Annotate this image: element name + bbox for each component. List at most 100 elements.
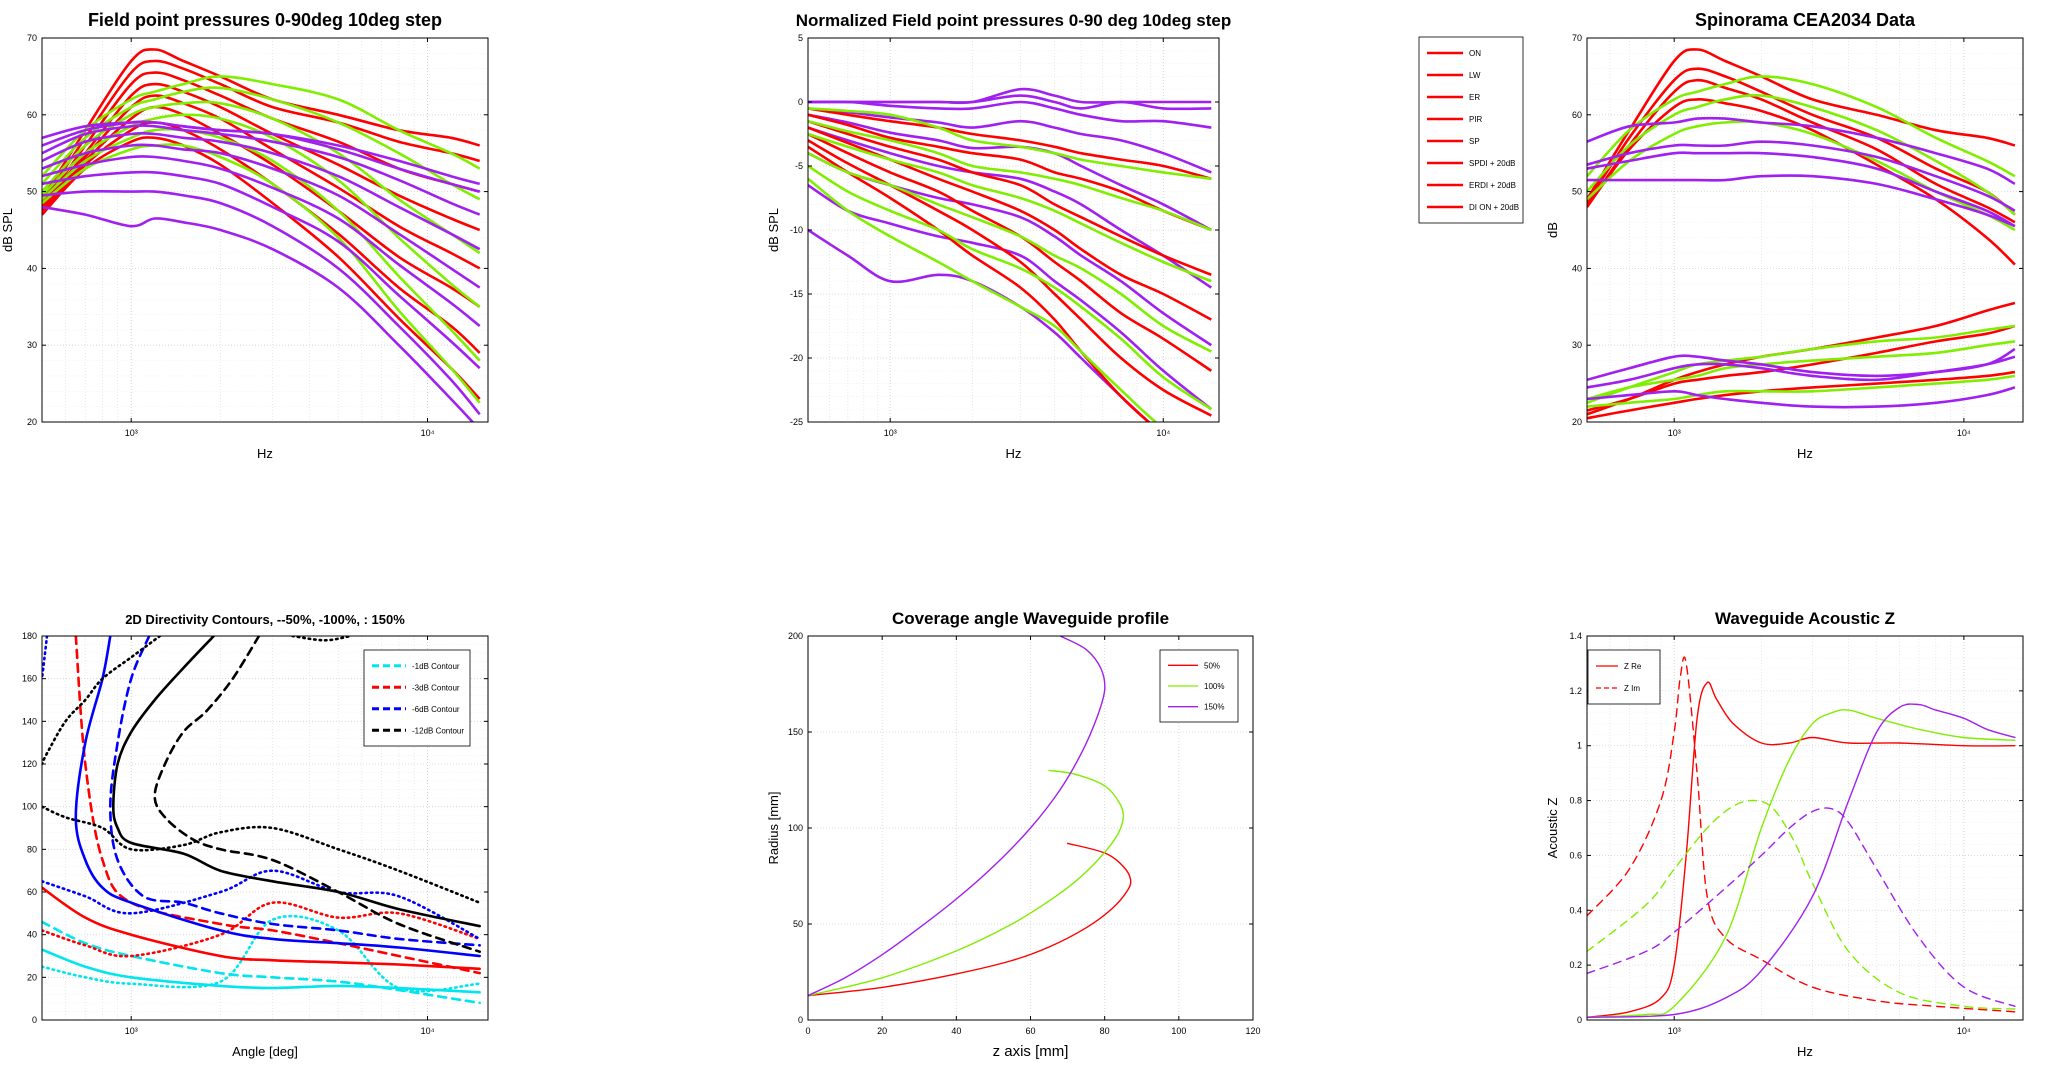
- series-line-21: [808, 164, 1213, 411]
- series-line-21: [42, 170, 481, 370]
- axes-frame: [1586, 37, 2024, 423]
- series-line-11: [808, 113, 1212, 232]
- x-tick-label: 100: [1171, 1026, 1186, 1036]
- series-line-8: [1587, 116, 2016, 186]
- x-tick-label: 10⁴: [421, 428, 435, 438]
- y-tick-label: 1.2: [1569, 686, 1582, 696]
- curve-1: [1587, 681, 2016, 1018]
- chart-title: Coverage angle Waveguide profile: [892, 609, 1169, 628]
- chart-title: Normalized Field point pressures 0-90 de…: [796, 11, 1232, 30]
- y-tick-label: 40: [27, 930, 37, 940]
- series-line-22: [42, 190, 481, 416]
- legend-label: -6dB Contour: [412, 705, 460, 714]
- legend: -1dB Contour -3dB Contour -6dB Contour -12d…: [363, 649, 471, 747]
- y-tick-label: 150: [788, 727, 803, 737]
- y-tick-label: 1.4: [1569, 631, 1582, 641]
- chart-6: 0 0.2 0.4 0.6 0.8 1 1.2 1.4 10³ 10⁴ Waveguide Acou…: [1545, 609, 2024, 1059]
- y-tick-label: 50: [793, 919, 803, 929]
- x-tick-label: 10³: [125, 428, 138, 438]
- y-tick-label: 20: [27, 972, 37, 982]
- legend-label: ON: [1469, 49, 1481, 58]
- series-group: [808, 636, 1132, 997]
- y-tick-label: 30: [27, 340, 37, 350]
- y-tick-label: 120: [22, 759, 37, 769]
- series-line-17: [1587, 374, 2016, 408]
- series-line-19: [808, 132, 1212, 283]
- y-tick-label: 100: [22, 802, 37, 812]
- legend-label: DI ON + 20dB: [1469, 203, 1519, 212]
- y-tick-label: 1: [1577, 741, 1582, 751]
- series-line-22: [808, 177, 1158, 422]
- y-tick-label: -20: [790, 353, 803, 363]
- y-axis-label: dB: [1545, 222, 1560, 238]
- series-line-2: [1587, 67, 2016, 216]
- y-tick-label: 5: [798, 33, 803, 43]
- y-tick-label: 0.8: [1569, 796, 1582, 806]
- series-group: [1587, 656, 2016, 1018]
- y-tick-label: 40: [27, 263, 37, 273]
- curve-15: [291, 636, 352, 642]
- y-tick-label: 180: [22, 631, 37, 641]
- x-tick-label: 80: [1100, 1026, 1110, 1036]
- y-tick-label: 50: [1572, 187, 1582, 197]
- chart-3: 20 30 40 50 60 70 10³ 10⁴ Spinorama CEA2034 Data…: [1418, 10, 2024, 461]
- y-tick-label: 0: [798, 97, 803, 107]
- chart-1: 20 30 40 50 60 70 10³ 10⁴ Field point pressures …: [0, 10, 489, 461]
- curve-1: [808, 842, 1132, 997]
- series-line-7: [42, 121, 481, 354]
- curve-2: [1587, 656, 2016, 1013]
- curve-6: [42, 901, 481, 958]
- legend-box: [1587, 649, 1661, 705]
- chart-4: 0 20 40 60 80 100 120 140 160 180 10³ 10⁴ 2D Directi…: [22, 612, 489, 1059]
- curve-2: [808, 769, 1125, 997]
- curve-13: [42, 636, 162, 766]
- series-line-6: [808, 126, 1213, 289]
- chart-2: -25 -20 -15 -10 -5 0 5 10³ 10⁴ Normalized Field p…: [766, 11, 1232, 461]
- x-tick-label: 60: [1025, 1026, 1035, 1036]
- x-tick-label: 40: [951, 1026, 961, 1036]
- series-line-10: [42, 86, 481, 201]
- x-tick-label: 10⁴: [1957, 428, 1971, 438]
- chart-title: Spinorama CEA2034 Data: [1695, 10, 1916, 30]
- curve-2: [42, 920, 481, 1005]
- y-axis-label: dB SPL: [0, 208, 15, 252]
- series-line-16: [808, 145, 1151, 422]
- series-line-19: [42, 143, 481, 289]
- curve-1: [42, 948, 481, 994]
- x-tick-label: 10³: [1668, 428, 1681, 438]
- y-tick-label: 20: [1572, 417, 1582, 427]
- legend-label: PIR: [1469, 115, 1483, 124]
- x-tick-label: 10⁴: [1156, 428, 1170, 438]
- y-tick-label: 70: [1572, 33, 1582, 43]
- series-line-4: [808, 107, 1212, 174]
- curve-6: [1587, 807, 2016, 1007]
- y-tick-label: 50: [27, 187, 37, 197]
- legend: Z Re Z Im: [1587, 649, 1661, 705]
- legend-label: Z Im: [1624, 684, 1640, 693]
- chart-title: 2D Directivity Contours, --50%, -100%, :…: [125, 612, 405, 627]
- y-tick-label: 60: [27, 887, 37, 897]
- series-line-13: [42, 127, 481, 362]
- legend-label: ER: [1469, 93, 1480, 102]
- series-line-4: [1587, 98, 2016, 266]
- legend-label: 150%: [1204, 703, 1224, 712]
- series-line-20: [1587, 386, 2016, 409]
- curve-3: [42, 914, 481, 993]
- x-axis-label: Hz: [1797, 1044, 1813, 1059]
- curve-3: [808, 636, 1106, 997]
- legend-label: SPDI + 20dB: [1469, 159, 1515, 168]
- y-tick-label: -15: [790, 289, 803, 299]
- x-tick-label: 10³: [884, 428, 897, 438]
- y-tick-label: 100: [788, 823, 803, 833]
- curve-3: [1587, 709, 2016, 1018]
- series-line-14: [1587, 324, 2016, 412]
- y-tick-label: 0.2: [1569, 960, 1582, 970]
- axes-frame: [1586, 635, 2024, 1021]
- legend: 50% 100% 150%: [1159, 649, 1239, 723]
- legend-label: ERDI + 20dB: [1469, 181, 1516, 190]
- series-line-16: [42, 120, 481, 193]
- series-line-15: [1587, 324, 2016, 405]
- series-group: [42, 636, 481, 1005]
- series-line-17: [808, 107, 1212, 181]
